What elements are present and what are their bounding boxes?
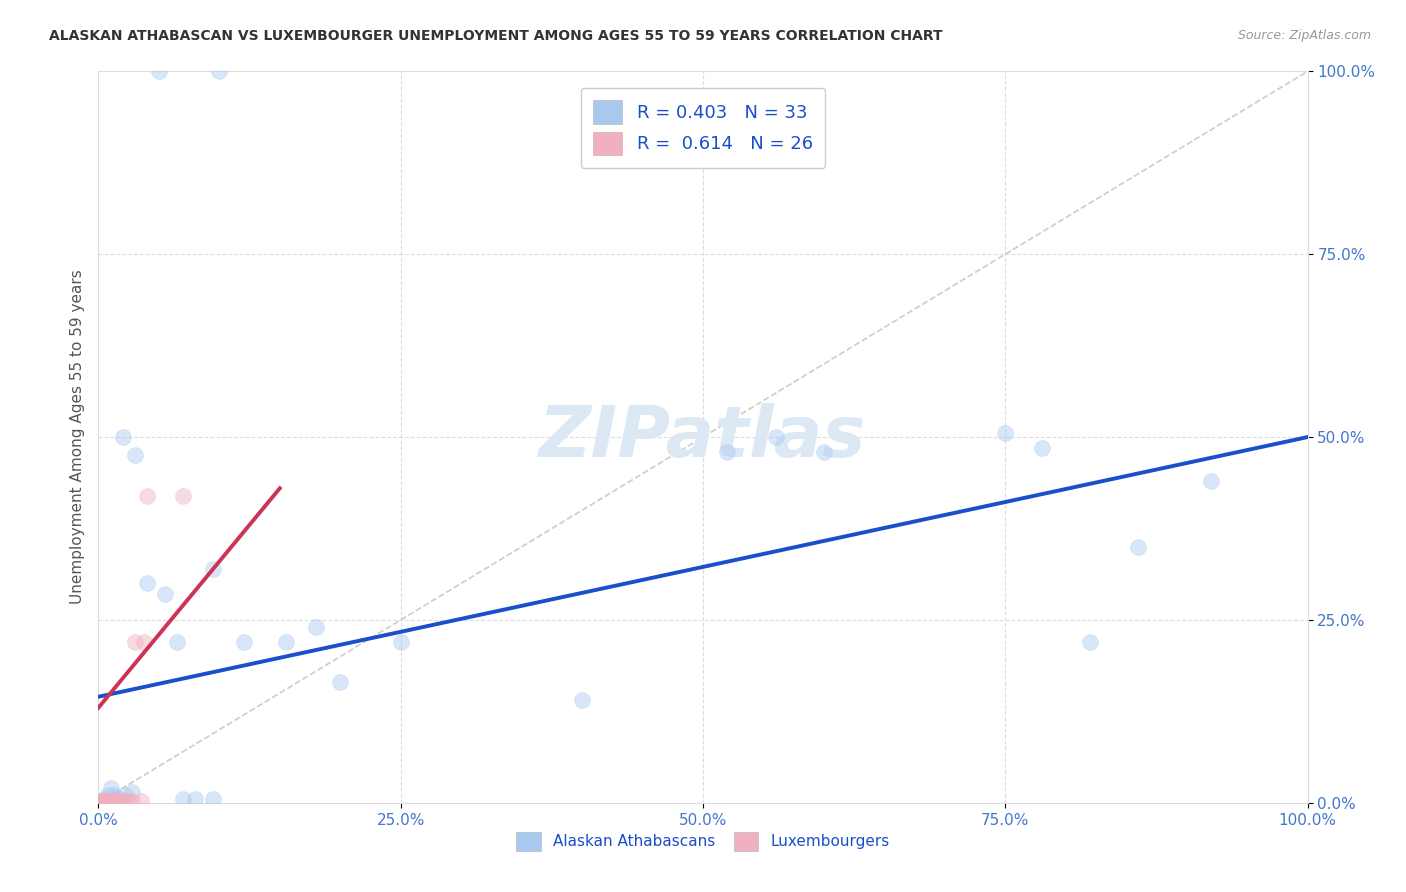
Point [124,635,146,649]
Point [994,426,1017,441]
Text: ALASKAN ATHABASCAN VS LUXEMBOURGER UNEMPLOYMENT AMONG AGES 55 TO 59 YEARS CORREL: ALASKAN ATHABASCAN VS LUXEMBOURGER UNEMP… [49,29,943,43]
Point [389,635,412,649]
Point [129,794,152,808]
Point [1128,540,1150,554]
Point [716,444,738,458]
Point [1078,635,1101,649]
Point [305,620,328,634]
Point [105,796,128,810]
Point [114,789,136,803]
Point [153,587,176,601]
Point [97,794,120,808]
Point [91,794,114,808]
Text: Source: ZipAtlas.com: Source: ZipAtlas.com [1237,29,1371,42]
Point [93,792,115,806]
Text: ZIPatlas: ZIPatlas [540,402,866,472]
Point [97,789,120,803]
Point [148,64,170,78]
Point [90,794,112,808]
Point [1199,474,1222,488]
Point [98,794,121,808]
Point [184,792,207,806]
Point [108,792,131,806]
Point [329,675,352,690]
Point [166,635,188,649]
Point [108,794,131,808]
Point [765,430,787,444]
Point [121,794,143,808]
Point [104,794,127,808]
Point [111,430,134,444]
Point [135,489,157,503]
Legend: Alaskan Athabascans, Luxembourgers: Alaskan Athabascans, Luxembourgers [510,825,896,857]
Point [134,635,156,649]
Point [105,794,128,808]
Point [111,794,134,808]
Point [114,794,136,808]
Point [100,781,122,796]
Y-axis label: Unemployment Among Ages 55 to 59 years: Unemployment Among Ages 55 to 59 years [69,269,84,605]
Point [1031,441,1053,455]
Point [232,635,254,649]
Point [118,794,141,808]
Point [172,792,194,806]
Point [135,576,157,591]
Point [107,794,129,808]
Point [103,794,125,808]
Point [124,448,146,462]
Point [96,794,118,808]
Point [813,444,835,458]
Point [208,64,231,78]
Point [121,785,143,799]
Point [100,794,122,808]
Point [202,792,225,806]
Point [94,794,117,808]
Point [202,562,225,576]
Point [101,794,124,808]
Point [172,489,194,503]
Point [571,693,593,707]
Point [103,789,125,803]
Point [100,794,122,808]
Point [91,794,114,808]
Point [93,794,115,808]
Point [108,794,131,808]
Point [274,635,297,649]
